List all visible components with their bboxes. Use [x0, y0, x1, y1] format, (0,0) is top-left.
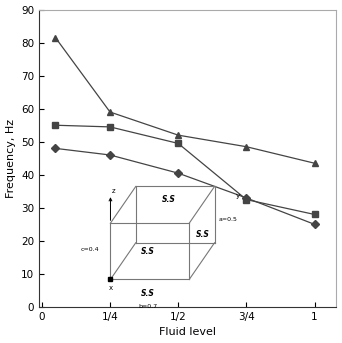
- Y-axis label: Frequency, Hz: Frequency, Hz: [5, 119, 15, 198]
- X-axis label: Fluid level: Fluid level: [159, 328, 216, 338]
